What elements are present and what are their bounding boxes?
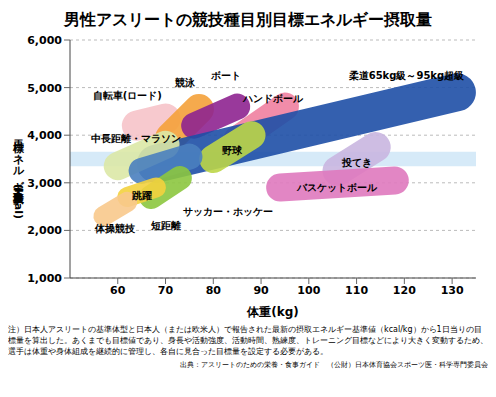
svg-text:バスケットボール: バスケットボール — [296, 182, 378, 193]
svg-text:130: 130 — [441, 284, 464, 297]
svg-text:3,000: 3,000 — [27, 177, 62, 190]
svg-text:ボート: ボート — [210, 70, 241, 81]
svg-text:短距離: 短距離 — [150, 220, 181, 231]
html-text:目標エネルギー摂取量(kcal): 目標エネルギー摂取量(kcal) — [11, 133, 25, 219]
svg-text:自転車(ロード): 自転車(ロード) — [93, 90, 162, 101]
svg-text:跳躍: 跳躍 — [131, 190, 152, 201]
svg-text:110: 110 — [345, 284, 368, 297]
svg-text:100: 100 — [297, 284, 320, 297]
html-text:注）日本人アスリートの基準体型と日本人（または欧米人）で報告: 注）日本人アスリートの基準体型と日本人（または欧米人）で報告された最新の摂取エネ… — [8, 325, 488, 356]
svg-text:体重(kg): 体重(kg) — [246, 305, 299, 319]
svg-text:体操競技: 体操競技 — [94, 223, 136, 234]
svg-text:5,000: 5,000 — [27, 82, 62, 95]
svg-text:投てき: 投てき — [341, 157, 372, 168]
svg-text:120: 120 — [393, 284, 416, 297]
svg-text:サッカー・ホッケー: サッカー・ホッケー — [183, 206, 273, 217]
svg-text:ハンドボール: ハンドボール — [242, 93, 304, 104]
html-text:出典：アスリートのための栄養・食事ガイド （公財）日本体育協: 出典：アスリートのための栄養・食事ガイド （公財）日本体育協会スポーツ医・科学専… — [180, 361, 488, 369]
svg-text:80: 80 — [206, 284, 222, 297]
svg-text:60: 60 — [110, 284, 126, 297]
svg-text:2,000: 2,000 — [27, 224, 62, 237]
svg-text:柔道65kg級～95kg超級: 柔道65kg級～95kg超級 — [348, 70, 465, 81]
svg-text:90: 90 — [253, 284, 269, 297]
svg-text:野球: 野球 — [222, 145, 243, 156]
svg-text:70: 70 — [158, 284, 174, 297]
svg-text:1,000: 1,000 — [27, 272, 62, 285]
svg-text:4,000: 4,000 — [27, 129, 62, 142]
html-text:男性アスリートの競技種目別目標エネルギー摂取量: 男性アスリートの競技種目別目標エネルギー摂取量 — [64, 10, 432, 29]
svg-text:6,000: 6,000 — [27, 34, 62, 47]
svg-text:中長距離・マラソン: 中長距離・マラソン — [91, 133, 181, 144]
svg-text:競泳: 競泳 — [174, 77, 196, 88]
